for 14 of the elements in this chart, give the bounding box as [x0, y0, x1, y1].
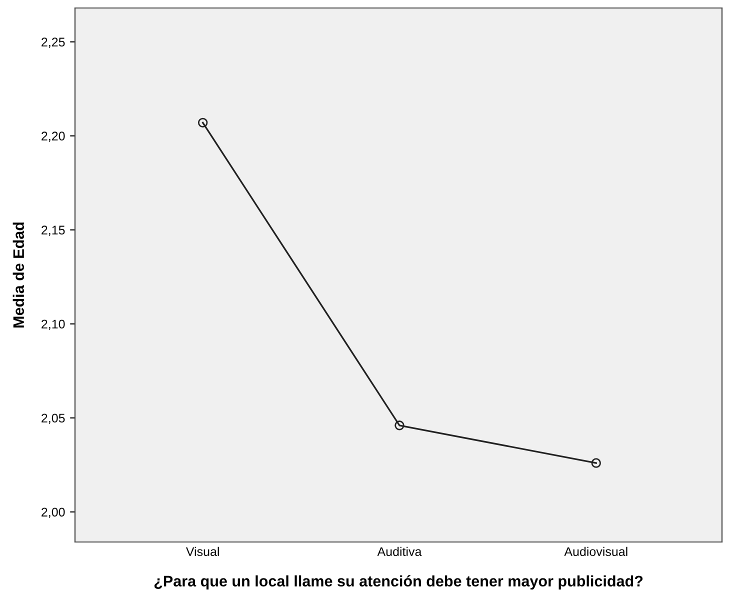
x-axis-title: ¿Para que un local llame su atención debe tener mayor publicidad? [154, 575, 643, 590]
y-tick-label: 2,00 [42, 508, 65, 518]
y-tick-label: 2,15 [42, 226, 65, 236]
y-tick-label: 2,25 [42, 38, 65, 48]
x-tick-label: Visual [186, 546, 219, 556]
y-tick-label: 2,20 [42, 132, 65, 142]
y-axis-title: Media de Edad [12, 222, 24, 328]
x-tick-label: Auditiva [377, 546, 422, 556]
point [591, 458, 601, 468]
y-tick-label: 2,10 [42, 320, 65, 330]
y-tick-label: 2,05 [42, 414, 65, 424]
x-tick-label: Audiovisual [564, 546, 628, 556]
point [198, 118, 208, 128]
point [394, 420, 404, 430]
